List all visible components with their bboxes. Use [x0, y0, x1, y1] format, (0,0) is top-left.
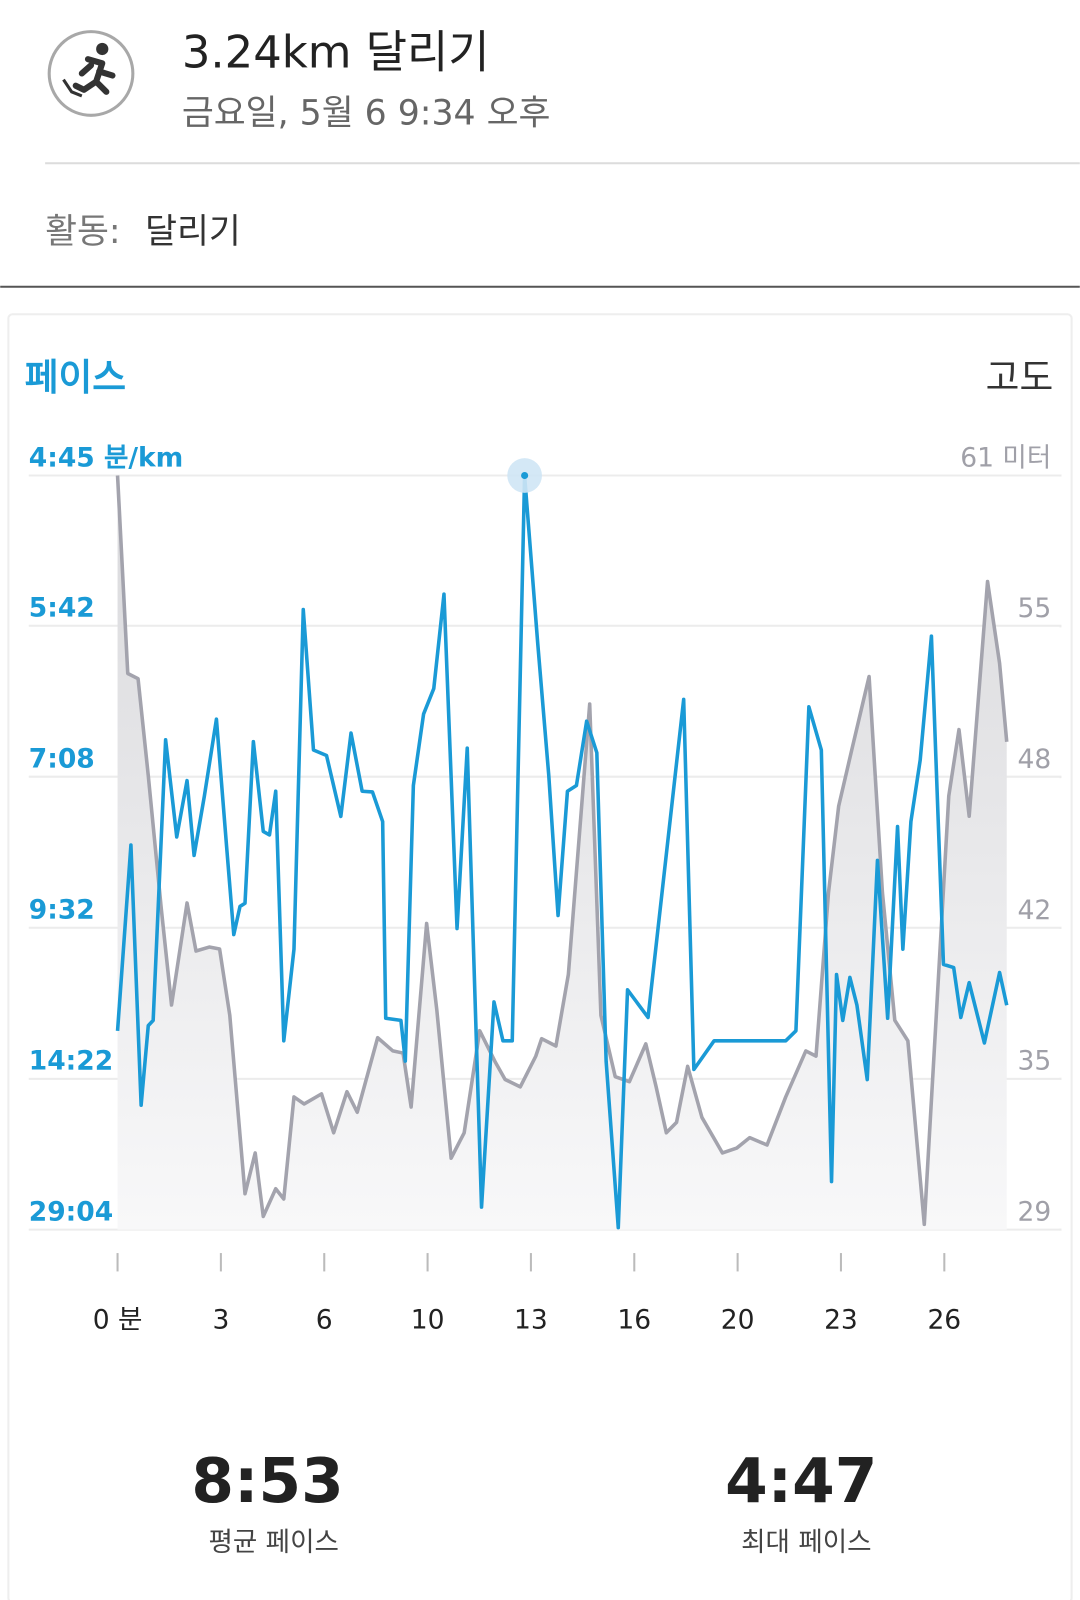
y2-tick-label: 48 — [1017, 744, 1051, 775]
stat-label: 최대 페이스 — [741, 1527, 871, 1558]
max-marker — [521, 471, 529, 480]
elevation-axis-title: 고도 — [986, 356, 1054, 399]
y-tick-label: 4:45 분/km — [29, 442, 184, 473]
y2-tick-label: 55 — [1017, 593, 1051, 624]
x-tick-label: 26 — [927, 1305, 961, 1336]
x-tick-label: 13 — [514, 1305, 548, 1336]
x-tick-label: 10 — [411, 1305, 445, 1336]
activity-icon — [47, 30, 135, 117]
title: 3.24km 달리기 — [182, 25, 490, 78]
x-tick-label: 3 — [212, 1305, 229, 1336]
pace-axis-title: 페이스 — [25, 356, 126, 399]
y2-tick-label: 61 미터 — [960, 442, 1051, 473]
subtitle: 금요일, 5월 6 9:34 오후 — [182, 93, 551, 133]
y-tick-label: 5:42 — [29, 593, 95, 624]
y2-tick-label: 42 — [1017, 895, 1051, 926]
x-tick-label: 16 — [617, 1305, 651, 1336]
y2-tick-label: 35 — [1017, 1046, 1051, 1077]
stat-value: 8:53 — [191, 1446, 343, 1517]
y-tick-label: 29:04 — [29, 1196, 113, 1227]
y-tick-label: 9:32 — [29, 895, 95, 926]
x-tick-label: 6 — [316, 1305, 333, 1336]
y2-tick-label: 29 — [1017, 1196, 1051, 1227]
activity-value: 달리기 — [145, 212, 241, 252]
y-tick-label: 7:08 — [29, 743, 95, 774]
x-tick-label: 23 — [824, 1305, 858, 1336]
stat-value: 4:47 — [725, 1446, 877, 1517]
y-tick-label: 14:22 — [29, 1046, 113, 1077]
x-tick-label: 20 — [721, 1305, 755, 1336]
x-tick-label: 0 분 — [93, 1305, 143, 1336]
pace-line — [115, 473, 1009, 1230]
chart-card — [7, 313, 1073, 1600]
stat-label: 평균 페이스 — [208, 1527, 338, 1558]
activity-label: 활동: — [45, 212, 121, 252]
elevation-line — [115, 475, 1009, 1227]
plot: 4:45 분/km 5:42 7:08 9:32 14:22 29:04 61 미터 55 48… — [28, 442, 1062, 1336]
